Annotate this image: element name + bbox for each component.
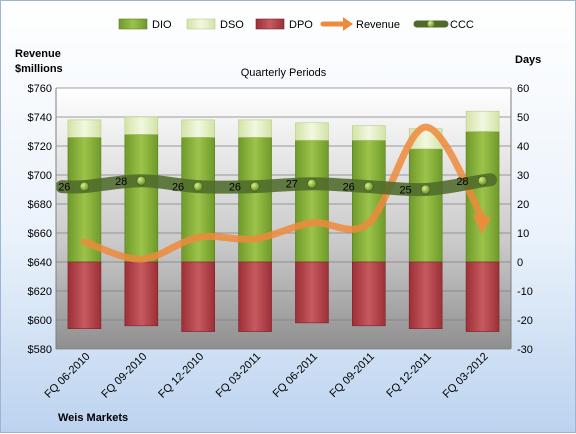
legend-label-revenue: Revenue xyxy=(356,19,400,31)
bar-dio xyxy=(295,139,329,263)
bar-dpo xyxy=(465,261,500,332)
x-category-label: FQ 12-2010 xyxy=(156,351,206,401)
y-right-tick-label: -10 xyxy=(517,286,533,298)
y-right-tick-label: 20 xyxy=(517,199,529,211)
y-right-tick-label: 10 xyxy=(517,228,529,240)
ccc-data-label: 28 xyxy=(115,176,127,188)
company-name: Weis Markets xyxy=(58,412,128,424)
legend-swatch-dio xyxy=(118,18,148,30)
bar-dpo xyxy=(181,261,215,332)
x-category-label: FQ 09-2010 xyxy=(99,351,149,401)
bar-dpo xyxy=(67,261,102,329)
bar-dpo xyxy=(124,261,159,327)
x-category-label: FQ 09-2011 xyxy=(328,351,377,400)
ccc-line-group: 26 28 26 26 27 26 25 28 xyxy=(55,173,498,197)
bar-dio xyxy=(124,134,159,263)
legend-swatch-dso xyxy=(186,18,216,30)
chart-title: Quarterly Periods xyxy=(241,67,327,79)
legend-swatch-dpo xyxy=(255,18,285,30)
legend-label-ccc: CCC xyxy=(450,19,474,31)
x-category-label: FQ 06-2010 xyxy=(43,351,93,401)
y-left-tick-label: $680 xyxy=(28,199,52,211)
bar-dso xyxy=(238,119,272,138)
y-right-tick-label: -30 xyxy=(517,344,533,356)
legend: DIO DSO DPO Revenue CCC xyxy=(118,17,474,31)
y-left-tick-label: $720 xyxy=(28,141,52,153)
y-left-tick-label: $580 xyxy=(28,344,52,356)
bar-dso xyxy=(352,125,386,141)
x-category-label: FQ 06-2011 xyxy=(271,351,320,400)
legend-label-dpo: DPO xyxy=(289,19,313,31)
ccc-data-label: 26 xyxy=(343,182,355,194)
y-left-tick-label: $640 xyxy=(28,257,52,269)
ccc-data-label: 28 xyxy=(456,176,468,188)
x-category-label: FQ 03-2011 xyxy=(214,351,263,400)
y-left-tick-label: $620 xyxy=(28,286,52,298)
legend-label-dio: DIO xyxy=(152,19,172,31)
bar-dpo xyxy=(408,261,443,329)
bar-dpo xyxy=(352,261,386,327)
plot-area xyxy=(56,88,511,349)
ccc-line xyxy=(55,173,498,197)
y-right-tick-label: 30 xyxy=(517,170,529,182)
ccc-marker xyxy=(136,176,147,186)
legend-label-dso: DSO xyxy=(220,19,244,31)
bar-dso xyxy=(465,110,500,132)
ccc-data-label: 25 xyxy=(399,185,411,197)
bar-dso xyxy=(181,119,215,138)
bar-dpo xyxy=(238,261,272,332)
y-left-tick-label: $700 xyxy=(28,170,52,182)
y-left-tick-label: $600 xyxy=(28,315,52,327)
bar-dio xyxy=(408,148,443,263)
y-right-label: Days xyxy=(515,54,541,66)
y-right-tick-label: 0 xyxy=(517,257,523,269)
bar-dso xyxy=(295,122,329,141)
revenue-line xyxy=(80,123,487,263)
ccc-marker xyxy=(250,181,260,192)
ccc-data-label: 26 xyxy=(229,182,241,194)
y-left-label-line1: Revenue xyxy=(15,48,61,60)
y-left-tick-label: $760 xyxy=(28,83,52,95)
y-left-tick-label: $740 xyxy=(28,112,52,124)
revenue-line-group xyxy=(80,123,492,263)
y-right-tick-label: 50 xyxy=(517,112,529,124)
x-category-label: FQ 03-2012 xyxy=(441,351,491,401)
y-left-label-line2: $millions xyxy=(15,63,63,75)
ccc-marker xyxy=(193,181,203,192)
bar-dso xyxy=(124,116,159,135)
ccc-marker xyxy=(477,176,488,186)
bar-dio xyxy=(238,137,272,263)
bar-dio xyxy=(181,137,215,263)
bar-dpo xyxy=(295,261,329,324)
y-right-tick-label: 60 xyxy=(517,83,529,95)
y-right-tick-label: -20 xyxy=(517,315,533,327)
ccc-data-label: 26 xyxy=(58,182,70,194)
bar-dso xyxy=(67,119,102,138)
ccc-data-label: 26 xyxy=(172,182,184,194)
ccc-marker xyxy=(307,178,317,189)
y-left-tick-label: $660 xyxy=(28,228,52,240)
x-category-label: FQ 12-2011 xyxy=(384,351,433,400)
ccc-marker xyxy=(79,181,90,192)
y-right-tick-label: 40 xyxy=(517,141,529,153)
ccc-marker xyxy=(420,184,431,195)
legend-marker-ccc xyxy=(427,20,435,28)
revenue-arrowhead xyxy=(472,214,492,235)
legend-arrowhead xyxy=(343,17,353,31)
ccc-data-label: 27 xyxy=(286,179,298,191)
ccc-marker xyxy=(364,181,374,192)
